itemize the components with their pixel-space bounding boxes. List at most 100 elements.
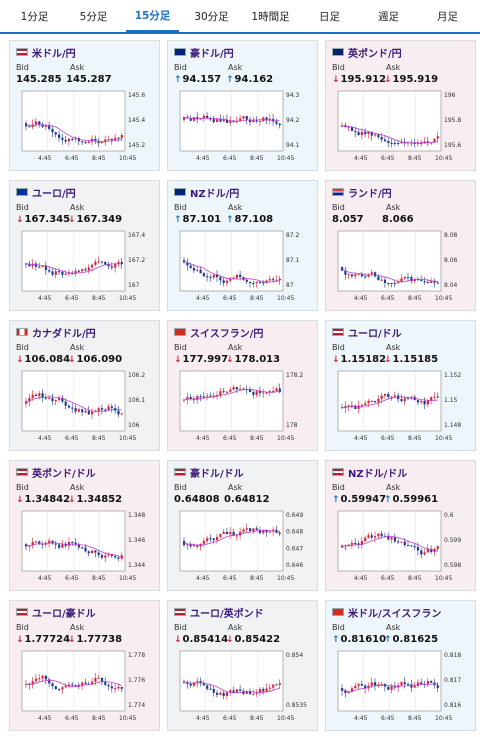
candle	[255, 391, 258, 395]
tab-0[interactable]: 1分足	[20, 11, 49, 23]
price-chart[interactable]: 145.6 145.4 145.2 4:45 6:45 8:45 10:45	[16, 89, 154, 167]
candle	[107, 264, 110, 267]
candle	[393, 395, 396, 397]
candle	[196, 681, 199, 683]
currency-pair-title[interactable]: 英ポンド/ドル	[16, 465, 96, 480]
candle	[380, 137, 383, 140]
rate-card[interactable]: 米ドル/円 Bid Ask 145.285 145.287 145.6 145.4 145.2…	[9, 40, 160, 171]
price-chart[interactable]: 1.152 1.15 1.148 4:45 6:45 8:45 10:45	[332, 369, 470, 447]
tab-5[interactable]: 日足	[319, 11, 340, 23]
candle	[48, 540, 51, 543]
currency-pair-title[interactable]: ユーロ/円	[16, 185, 76, 200]
candle	[192, 267, 196, 271]
candle	[84, 682, 87, 684]
bid-text: 0.85414	[182, 634, 229, 645]
price-chart[interactable]: 0.854 0.8535 4:45 6:45 8:45 10:45	[174, 649, 312, 727]
rate-card[interactable]: カナダドル/円 Bid Ask ↓106.084 ↓106.090 106.2 106.1 1…	[9, 320, 160, 451]
candle	[249, 281, 252, 283]
rate-card[interactable]: 米ドル/スイスフラン Bid Ask ↑0.81610 ↑0.81625 0.818 0.8…	[325, 600, 476, 731]
tab-7[interactable]: 月足	[437, 11, 458, 23]
rate-card[interactable]: 豪ドル/円 Bid Ask ↑94.157 ↑94.162 94.3 94.2 94.1 4:4…	[167, 40, 318, 171]
price-chart[interactable]: 94.3 94.2 94.1 4:45 6:45 8:45 10:45	[174, 89, 312, 167]
currency-pair-title[interactable]: ユーロ/ドル	[332, 325, 402, 340]
price-chart[interactable]: 0.649 0.648 0.647 0.646 4:45 6:45 8:45 10:45	[174, 509, 312, 587]
rate-card[interactable]: ユーロ/円 Bid Ask ↓167.345 ↓167.349 167.4 167.2 167…	[9, 180, 160, 311]
bid-text: 94.157	[182, 74, 222, 85]
candle	[104, 409, 107, 411]
currency-pair-title[interactable]: NZドル/円	[174, 185, 239, 200]
ask-value: 0.64812	[224, 494, 270, 505]
candle	[239, 689, 242, 691]
tab-4[interactable]: 1時間足	[251, 11, 290, 23]
price-chart[interactable]: 0.818 0.817 0.816 4:45 6:45 8:45 10:45	[332, 649, 470, 727]
currency-pair-title[interactable]: ユーロ/豪ドル	[16, 605, 96, 620]
candle	[354, 274, 357, 277]
candle	[265, 117, 268, 121]
currency-pair-title[interactable]: NZドル/ドル	[332, 465, 407, 480]
currency-pair-title[interactable]: カナダドル/円	[16, 325, 96, 340]
tab-6[interactable]: 週足	[378, 11, 399, 23]
candle	[350, 688, 354, 692]
rate-card[interactable]: NZドル/円 Bid Ask ↑87.101 ↑87.108 87.2 87.1 87 4:45…	[167, 180, 318, 311]
candle	[54, 543, 57, 545]
currency-pair-title[interactable]: 米ドル/円	[16, 45, 76, 60]
ask-value: ↑0.59961	[384, 494, 438, 505]
currency-pair-title[interactable]: 豪ドル/ドル	[174, 465, 244, 480]
rate-card[interactable]: NZドル/ドル Bid Ask ↑0.59947 ↑0.59961 0.6 0.599 0.5…	[325, 460, 476, 591]
price-chart[interactable]: 1.778 1.776 1.774 4:45 6:45 8:45 10:45	[16, 649, 154, 727]
x-tick-label: 6:45	[223, 575, 237, 582]
tab-3[interactable]: 30分足	[194, 11, 229, 23]
candle	[374, 682, 377, 687]
rate-card[interactable]: 豪ドル/ドル Bid Ask 0.64808 0.64812 0.649 0.648 0.64…	[167, 460, 318, 591]
price-chart[interactable]: 0.6 0.599 0.598 4:45 6:45 8:45 10:45	[332, 509, 470, 587]
tab-1[interactable]: 5分足	[79, 11, 108, 23]
rate-card[interactable]: スイスフラン/円 Bid Ask ↓177.997 ↓178.013 178.2 178 4:…	[167, 320, 318, 451]
candle	[357, 684, 360, 686]
x-tick-label: 6:45	[65, 435, 79, 442]
price-chart[interactable]: 8.08 8.06 8.04 4:45 6:45 8:45 10:45	[332, 229, 470, 307]
ask-text: 1.15185	[392, 354, 439, 365]
candle	[219, 534, 222, 537]
rate-card[interactable]: ユーロ/英ポンド Bid Ask ↓0.85414 ↓0.85422 0.854 0.853…	[167, 600, 318, 731]
candle	[104, 261, 107, 265]
candle	[97, 552, 100, 556]
price-chart[interactable]: 106.2 106.1 106 4:45 6:45 8:45 10:45	[16, 369, 154, 447]
arrow-up-icon: ↑	[384, 635, 392, 645]
price-chart[interactable]: 178.2 178 4:45 6:45 8:45 10:45	[174, 369, 312, 447]
pair-name: カナダドル/円	[32, 328, 96, 340]
currency-pair-title[interactable]: スイスフラン/円	[174, 325, 263, 340]
candle	[192, 545, 196, 547]
candle	[426, 548, 429, 553]
candle	[41, 124, 44, 127]
ask-label: Ask	[228, 343, 243, 352]
price-chart[interactable]: 196 195.8 195.6 4:45 6:45 8:45 10:45	[332, 89, 470, 167]
currency-pair-title[interactable]: 豪ドル/円	[174, 45, 234, 60]
currency-pair-title[interactable]: 米ドル/スイスフラン	[332, 605, 441, 620]
rate-card[interactable]: 英ポンド/ドル Bid Ask ↓1.34842 ↓1.34852 1.348 1.346 1…	[9, 460, 160, 591]
rate-card[interactable]: ランド/円 Bid Ask 8.057 8.066 8.08 8.06 8.04 4:45 6:4…	[325, 180, 476, 311]
candle	[58, 689, 61, 691]
price-chart[interactable]: 1.348 1.346 1.344 4:45 6:45 8:45 10:45	[16, 509, 154, 587]
rate-card[interactable]: ユーロ/豪ドル Bid Ask ↓1.77724 ↓1.77738 1.778 1.776 1…	[9, 600, 160, 731]
x-tick-label: 8:45	[250, 715, 264, 722]
candle	[430, 280, 433, 283]
bid-label: Bid	[174, 63, 187, 72]
tab-2[interactable]: 15分足	[126, 0, 179, 33]
currency-pair-title[interactable]: 英ポンド/円	[332, 45, 402, 60]
candle	[206, 395, 209, 397]
y-tick-label: 0.8535	[286, 702, 307, 709]
rate-card[interactable]: ユーロ/ドル Bid Ask ↓1.15182 ↓1.15185 1.152 1.15 1.1…	[325, 320, 476, 451]
arrow-down-icon: ↓	[174, 355, 182, 365]
candle	[74, 408, 77, 412]
candle	[91, 550, 94, 554]
candle	[344, 690, 347, 694]
price-chart[interactable]: 167.4 167.2 167 4:45 6:45 8:45 10:45	[16, 229, 154, 307]
currency-pair-title[interactable]: ユーロ/英ポンド	[174, 605, 264, 620]
flag-icon	[332, 328, 344, 336]
candle	[84, 547, 87, 552]
price-chart[interactable]: 87.2 87.1 87 4:45 6:45 8:45 10:45	[174, 229, 312, 307]
ask-label: Ask	[228, 623, 243, 632]
currency-pair-title[interactable]: ランド/円	[332, 185, 392, 200]
candle	[44, 266, 47, 271]
rate-card[interactable]: 英ポンド/円 Bid Ask ↓195.912 ↓195.919 196 195.8 195.…	[325, 40, 476, 171]
